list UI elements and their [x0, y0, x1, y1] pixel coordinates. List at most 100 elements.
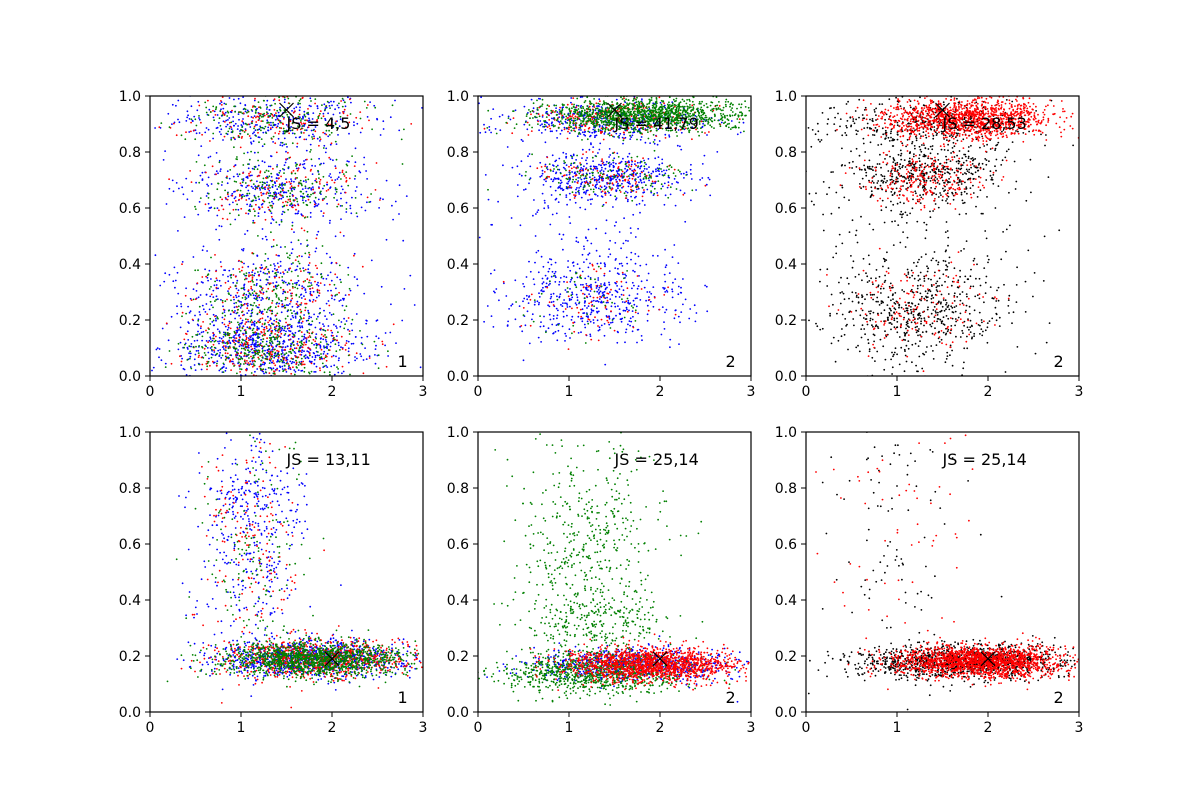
scatter-point	[364, 209, 367, 212]
scatter-point	[556, 177, 558, 180]
scatter-point	[194, 208, 197, 211]
scatter-point	[303, 196, 306, 199]
scatter-point	[627, 301, 630, 304]
scatter-point	[595, 227, 598, 230]
scatter-point	[609, 194, 612, 197]
scatter-point	[586, 307, 588, 309]
scatter-point	[282, 305, 285, 308]
scatter-point	[529, 270, 532, 273]
scatter-point	[314, 121, 317, 124]
scatter-point	[631, 118, 634, 120]
scatter-point	[616, 330, 619, 333]
scatter-point	[569, 198, 571, 201]
scatter-point	[204, 101, 207, 104]
scatter-point	[313, 203, 316, 206]
scatter-point	[192, 288, 195, 291]
scatter-point	[664, 248, 666, 251]
scatter-point	[273, 109, 276, 111]
scatter-point	[313, 192, 316, 194]
scatter-point	[233, 302, 236, 305]
scatter-point	[280, 127, 283, 130]
scatter-point	[247, 209, 250, 212]
scatter-point	[375, 162, 378, 164]
scatter-point	[283, 361, 285, 364]
scatter-point	[316, 291, 319, 294]
scatter-point	[278, 370, 281, 372]
scatter-point	[285, 143, 287, 146]
scatter-point	[282, 127, 285, 130]
scatter-point	[563, 275, 565, 278]
scatter-point	[658, 308, 661, 311]
scatter-point	[243, 288, 246, 291]
scatter-point	[290, 326, 293, 329]
scatter-point	[167, 339, 170, 342]
scatter-point	[602, 203, 605, 206]
scatter-point	[275, 345, 278, 348]
scatter-point	[295, 303, 298, 305]
scatter-point	[354, 359, 356, 362]
scatter-point	[633, 270, 636, 273]
scatter-point	[320, 275, 323, 278]
scatter-point	[280, 220, 283, 223]
scatter-point	[606, 296, 608, 299]
scatter-point	[327, 289, 329, 292]
scatter-point	[220, 298, 222, 301]
scatter-point	[158, 356, 160, 359]
scatter-point	[567, 266, 569, 268]
scatter-point	[562, 116, 565, 119]
scatter-point	[264, 371, 267, 373]
scatter-point	[236, 173, 239, 176]
scatter-point	[286, 252, 288, 255]
scatter-point	[259, 318, 262, 320]
scatter-point	[246, 184, 249, 187]
scatter-point	[640, 280, 643, 283]
scatter-point	[199, 294, 202, 296]
scatter-point	[340, 218, 342, 221]
scatter-point	[565, 276, 568, 279]
scatter-point	[281, 360, 284, 363]
scatter-point	[302, 280, 305, 283]
scatter-point	[315, 247, 318, 250]
scatter-point	[285, 191, 288, 194]
scatter-point	[243, 195, 246, 198]
scatter-point	[658, 170, 660, 173]
scatter-point	[243, 354, 246, 357]
scatter-point	[237, 125, 240, 127]
scatter-point	[298, 320, 300, 323]
scatter-point	[288, 257, 291, 260]
scatter-point	[315, 343, 318, 346]
scatter-point	[251, 269, 254, 272]
scatter-point	[289, 323, 291, 326]
scatter-point	[278, 340, 281, 343]
scatter-point	[314, 201, 316, 204]
scatter-point	[577, 241, 580, 244]
scatter-point	[524, 324, 527, 327]
scatter-point	[600, 164, 602, 167]
scatter-point	[587, 228, 590, 231]
scatter-point	[323, 357, 325, 360]
scatter-point	[246, 151, 249, 154]
scatter-point	[661, 158, 664, 161]
scatter-point	[235, 287, 238, 290]
scatter-point	[299, 136, 302, 138]
scatter-point	[618, 273, 620, 275]
scatter-point	[295, 363, 298, 366]
scatter-point	[237, 305, 240, 308]
scatter-point	[621, 317, 624, 320]
scatter-point	[291, 305, 294, 308]
scatter-point	[212, 313, 215, 316]
scatter-point	[192, 298, 195, 301]
scatter-point	[583, 304, 586, 307]
scatter-point	[630, 136, 633, 139]
scatter-point	[615, 314, 617, 317]
scatter-point	[220, 265, 223, 268]
scatter-point	[270, 104, 273, 107]
scatter-point	[212, 306, 214, 309]
y-tick-label: 0.0	[119, 369, 141, 385]
scatter-point	[262, 131, 265, 134]
scatter-point	[608, 132, 611, 135]
scatter-point	[570, 319, 573, 321]
scatter-point	[349, 373, 351, 376]
scatter-point	[337, 203, 340, 206]
scatter-point	[279, 246, 282, 249]
